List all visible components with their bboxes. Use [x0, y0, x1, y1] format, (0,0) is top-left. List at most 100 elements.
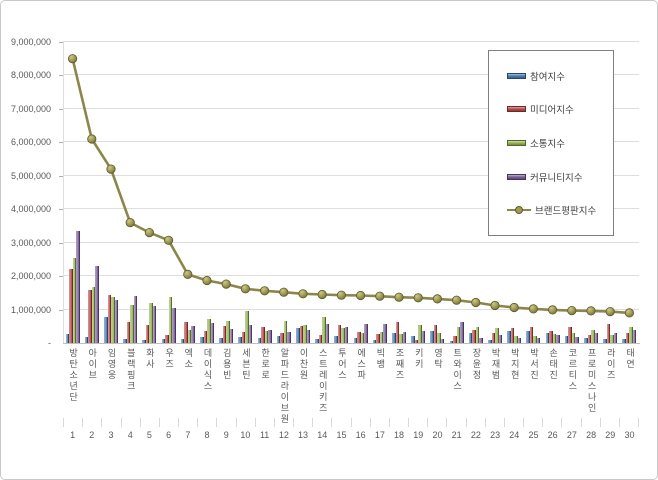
category-label: 임영웅 — [106, 348, 117, 381]
bar-segment — [107, 294, 111, 343]
category-divider — [486, 418, 505, 427]
bar-group — [140, 42, 159, 343]
rank-label: 17 — [374, 430, 385, 440]
y-tick — [59, 108, 63, 110]
rank-label: 18 — [394, 430, 405, 440]
bar-segment — [104, 316, 108, 343]
bar-segment — [571, 332, 576, 343]
line-marker — [567, 305, 577, 316]
line-marker — [183, 269, 193, 279]
bar-segment — [529, 327, 534, 343]
bar-segment — [491, 332, 496, 343]
bar-group — [466, 42, 485, 343]
y-axis-label: 4,000,000 — [10, 204, 51, 215]
bar-segment — [514, 335, 518, 343]
bar-segment — [261, 327, 265, 343]
bar-segment — [322, 317, 326, 343]
rank-label: 30 — [624, 430, 635, 440]
category-label: 엑소 — [183, 348, 194, 370]
bar-segment — [238, 337, 242, 343]
y-axis-label: 7,000,000 — [10, 103, 51, 114]
gridline — [63, 174, 639, 176]
legend-label: 미디어지수 — [530, 105, 574, 117]
bar-segment — [84, 336, 89, 343]
category-divider — [390, 418, 410, 427]
bar-segment — [392, 332, 396, 343]
rank-label: 25 — [528, 430, 539, 440]
rank-labels: 1 2 3 4 5 6 7 8 9 10 11 12 13 14 15 16 17 18 19 20 21 22 23 24 2… — [63, 430, 639, 440]
gridline — [63, 41, 639, 42]
line-marker — [164, 235, 174, 245]
line-marker — [451, 295, 462, 305]
bar-segment — [114, 299, 118, 343]
category-divider — [63, 418, 84, 427]
bar-segment — [248, 324, 253, 343]
category-divider — [313, 418, 333, 427]
bar-group — [389, 42, 408, 343]
category-divider — [237, 418, 256, 427]
legend-label: 브랜드평판지수 — [535, 206, 597, 218]
bar-segment — [226, 321, 230, 343]
bar-segment — [568, 327, 572, 343]
y-axis-label: - — [48, 338, 51, 348]
rank-label: 21 — [451, 430, 462, 440]
bar-segment — [632, 329, 637, 343]
bar-segment — [610, 334, 614, 343]
bar-group — [581, 42, 600, 343]
rank-label: 22 — [470, 430, 481, 440]
bar-segment — [613, 332, 618, 343]
bar-segment — [510, 327, 515, 343]
category-divider — [505, 418, 525, 427]
bar-segment — [280, 332, 284, 343]
bar-segment — [187, 329, 192, 343]
bar-segment — [191, 326, 195, 343]
bar-segment — [603, 338, 607, 343]
line-marker — [336, 290, 346, 300]
bar-groups — [63, 42, 639, 343]
bar-segment — [341, 328, 345, 343]
gridline — [63, 107, 639, 109]
bar-segment — [111, 296, 115, 343]
bar-segment — [376, 333, 380, 343]
bar-segment — [245, 311, 249, 343]
bar-group — [121, 42, 140, 343]
category-divider — [83, 418, 103, 427]
rank-label: 15 — [336, 430, 347, 440]
bar-segment — [287, 332, 291, 343]
bar-segment — [161, 339, 166, 343]
bar-segment — [472, 329, 476, 343]
line-marker — [240, 284, 250, 294]
bar-segment — [552, 333, 557, 343]
y-axis-line — [63, 42, 64, 343]
bar-segment — [533, 336, 537, 343]
bar-segment — [180, 338, 185, 343]
category-label: 김용빈 — [221, 348, 232, 381]
category-label: 알파드라이브원 — [279, 348, 290, 425]
bar-segment — [210, 322, 215, 343]
bar-segment — [418, 324, 422, 343]
communication-swatch-icon — [507, 139, 526, 146]
category-label: 박서진 — [528, 348, 539, 381]
line-marker — [375, 291, 385, 301]
bar-group — [236, 42, 255, 343]
bar-segment — [72, 257, 77, 343]
bar-segment — [475, 326, 480, 343]
category-label: 박지현 — [509, 348, 520, 381]
rank-label: 2 — [89, 430, 95, 440]
bar-segment — [65, 333, 70, 343]
plot-area — [63, 41, 639, 343]
category-label: 우즈 — [164, 348, 175, 370]
rank-label: 4 — [127, 430, 133, 440]
bar-segment — [299, 325, 304, 343]
category-label: 방탄소년단 — [68, 348, 79, 403]
bar-group — [197, 42, 216, 343]
bar-segment — [453, 336, 457, 343]
y-axis: 9,000,000 8,000,000 7,000,000 6,000,000 5,00… — [1, 37, 57, 348]
bar-segment — [372, 340, 377, 343]
bar-segment — [337, 324, 342, 343]
bar-segment — [76, 230, 80, 343]
category-label: 이찬원 — [298, 348, 309, 381]
bar-segment — [507, 331, 511, 343]
category-divider — [467, 418, 486, 427]
category-label: 투어스 — [336, 348, 347, 381]
